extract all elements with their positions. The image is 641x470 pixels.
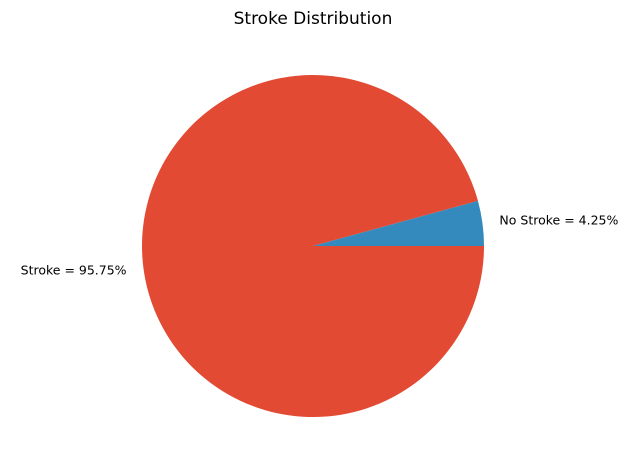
pie-slice-label-0: Stroke = 95.75% [21, 263, 127, 278]
pie-slice-1 [313, 200, 484, 246]
chart-title: Stroke Distribution [234, 9, 393, 29]
pie-slice-label-1: No Stroke = 4.25% [499, 212, 618, 227]
pie-labels: Stroke = 95.75% No Stroke = 4.25% [21, 212, 619, 277]
pie-slices [141, 74, 484, 417]
pie-slice-0 [141, 74, 484, 417]
